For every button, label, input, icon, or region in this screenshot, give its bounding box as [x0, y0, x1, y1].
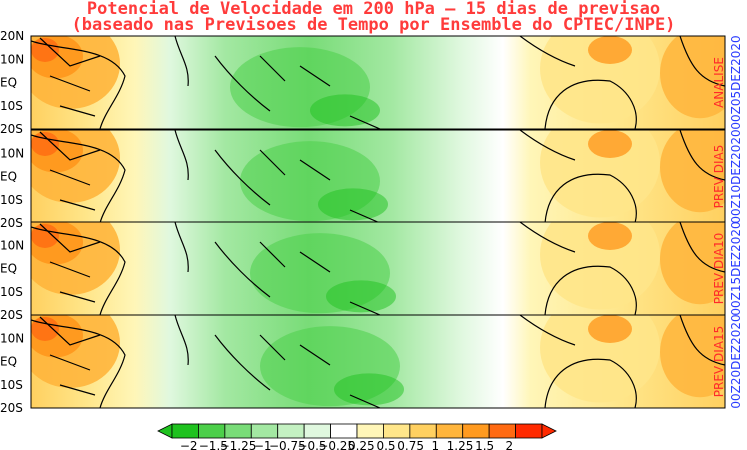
colorbar-swatch: [171, 423, 199, 439]
colorbar-label: −1.5: [199, 439, 228, 450]
latitude-label: 20S: [0, 216, 23, 230]
map-panel-1: 20N 10N EQ 10S 20S ANALISE 00Z05DEZ2020: [0, 29, 743, 136]
latitude-label: 20N: [0, 29, 24, 43]
colorbar-swatch: [330, 423, 358, 439]
latitude-label: EQ: [0, 355, 17, 369]
latitude-label: EQ: [0, 170, 17, 184]
panel-label: PREV DIA5: [712, 145, 726, 209]
map-title: Potencial de Velocidade em 200 hPa – 15 …: [86, 0, 661, 19]
colorbar-label: −0.25: [318, 439, 355, 450]
colorbar-label: −1: [254, 439, 272, 450]
map-frame: [30, 314, 726, 409]
panel-label: PREV DIA10: [712, 233, 726, 304]
latitude-label: 20S: [0, 122, 23, 136]
colorbar-swatch: [383, 423, 411, 439]
map-panel-3: 10N EQ 10S 20S PREV DIA10 00Z15DEZ2020: [0, 221, 743, 322]
colorbar-arrow-left: [157, 423, 173, 439]
colorbar-swatch: [462, 423, 490, 439]
colorbar-swatch: [250, 423, 279, 439]
colorbar-label: 2: [506, 439, 514, 450]
colorbar-swatch: [356, 423, 384, 439]
panel-date: 00Z10DEZ2020: [729, 129, 743, 223]
colorbar-label: −2: [180, 439, 198, 450]
latitude-label: 20S: [0, 308, 23, 322]
colorbar-swatch: [224, 423, 252, 439]
colorbar-label: −0.5: [297, 439, 326, 450]
panel-date: 00Z15DEZ2020: [729, 221, 743, 315]
latitude-label: 10S: [0, 193, 23, 207]
map-panel-4: 10N EQ 10S 20S PREV DIA15 00Z20DEZ2020: [0, 314, 743, 415]
panel-label: PREV DIA15: [712, 326, 726, 397]
colorbar-label: 0.25: [348, 439, 375, 450]
colorbar-swatch: [435, 423, 464, 439]
colorbar-swatch: [515, 423, 543, 439]
map-panel-2: 10N EQ 10S 20S PREV DIA5 00Z10DEZ2020: [0, 129, 743, 230]
colorbar-swatch: [277, 423, 305, 439]
latitude-label: EQ: [0, 262, 17, 276]
panel-date: 00Z20DEZ2020: [729, 314, 743, 408]
colorbar-label: 1.25: [447, 439, 474, 450]
latitude-label: 10S: [0, 285, 23, 299]
colorbar: −2 −1.5−1.25−1−0.75−0.5−0.250.25 0.5 0.75 1 1…: [157, 423, 557, 450]
colorbar-arrow-right: [541, 423, 557, 439]
latitude-label: 10N: [0, 331, 24, 345]
colorbar-label: 0.75: [397, 439, 424, 450]
colorbar-swatch: [409, 423, 437, 439]
map-frame: [30, 35, 726, 130]
latitude-label: 10N: [0, 146, 24, 160]
colorbar-label: 0.5: [376, 439, 395, 450]
latitude-label: 10N: [0, 238, 24, 252]
latitude-label: 20S: [0, 401, 23, 415]
panel-label: ANALISE: [712, 57, 726, 108]
latitude-label: 10N: [0, 52, 24, 66]
colorbar-label: −0.75: [269, 439, 306, 450]
panel-date: 00Z05DEZ2020: [729, 35, 743, 129]
colorbar-swatch: [198, 423, 226, 439]
colorbar-swatch: [488, 423, 516, 439]
colorbar-swatch: [303, 423, 331, 439]
colorbar-label: −1.25: [220, 439, 257, 450]
colorbar-label: 1.5: [475, 439, 494, 450]
latitude-label: 10S: [0, 378, 23, 392]
latitude-label: EQ: [0, 76, 17, 90]
latitude-label: 10S: [0, 99, 23, 113]
colorbar-label: 1: [432, 439, 440, 450]
map-subtitle: (baseado nas Previsoes de Tempo por Ense…: [71, 15, 676, 35]
